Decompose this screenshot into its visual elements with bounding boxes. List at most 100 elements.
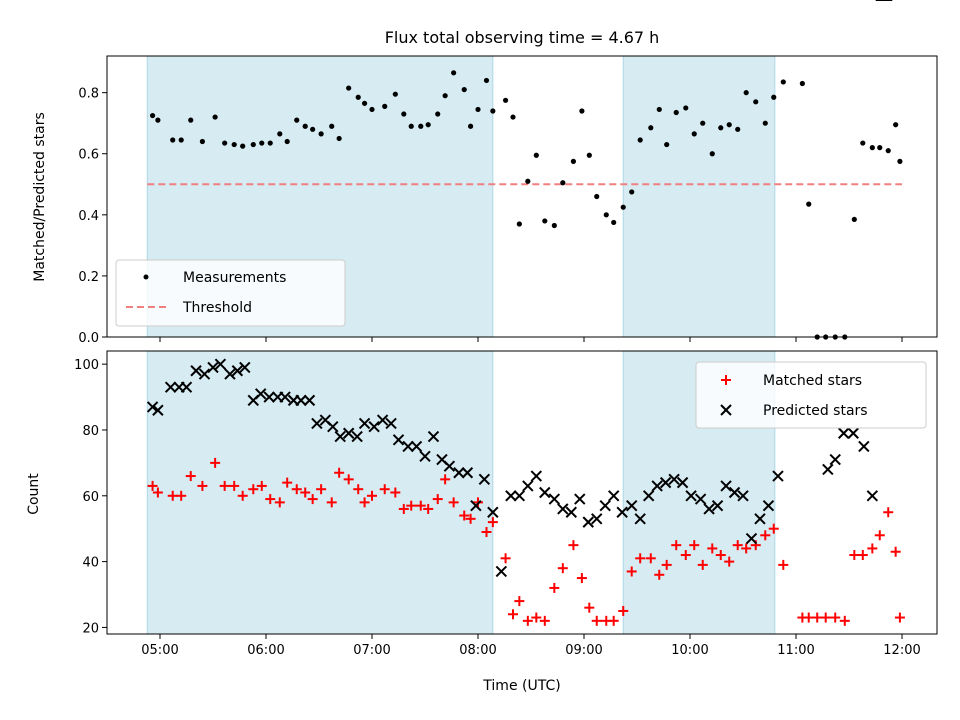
measurement-point [484, 78, 489, 83]
measurement-point [213, 114, 218, 119]
top-y-tick-label: 0.2 [78, 270, 99, 285]
measurement-point [727, 122, 732, 127]
measurement-point [657, 107, 662, 112]
x-tick-label: 12:00 [883, 643, 920, 658]
matched-star-point [568, 540, 578, 550]
measurement-point [426, 122, 431, 127]
predicted-star-point [823, 464, 833, 474]
measurement-point [303, 124, 308, 129]
measurement-point [604, 212, 609, 217]
predicted-star-point [540, 488, 550, 498]
measurement-point [451, 70, 456, 75]
bottom-y-tick-label: 20 [82, 621, 99, 636]
matched-star-point [875, 530, 885, 540]
x-tick-label: 10:00 [671, 643, 708, 658]
x-tick-label: 11:00 [777, 643, 814, 658]
predicted-star-point [867, 491, 877, 501]
measurement-point [718, 125, 723, 130]
matched-star-point [501, 553, 511, 563]
measurement-point [268, 140, 273, 145]
measurement-point [806, 202, 811, 207]
measurement-point [800, 81, 805, 86]
measurement-point [753, 99, 758, 104]
predicted-star-point [496, 566, 506, 576]
top-y-tick-label: 0.0 [78, 331, 99, 346]
matched-star-point [840, 616, 850, 626]
flux-chart: Flux total observing time = 4.67 h 0.00.… [0, 0, 960, 720]
predicted-star-point [609, 491, 619, 501]
top-y-tick-label: 0.8 [78, 87, 99, 102]
measurement-point [155, 118, 160, 123]
measurement-point [534, 153, 539, 158]
predicted-star-point [859, 441, 869, 451]
measurement-point [401, 111, 406, 116]
matched-star-point [558, 563, 568, 573]
predicted-star-point [549, 494, 559, 504]
measurement-point [222, 140, 227, 145]
measurement-point [870, 145, 875, 150]
measurement-point [510, 114, 515, 119]
measurement-point [735, 127, 740, 132]
matched-star-point [508, 609, 518, 619]
top-y-axis-label: Matched/Predicted stars [32, 112, 48, 282]
legend-label-threshold: Threshold [182, 300, 252, 316]
bottom-y-tick-label: 80 [82, 424, 99, 439]
matched-star-point [867, 543, 877, 553]
matched-star-point [858, 550, 868, 560]
measurement-point [251, 142, 256, 147]
measurement-point [587, 153, 592, 158]
measurement-point [277, 131, 282, 136]
measurement-point [179, 137, 184, 142]
measurement-point [356, 95, 361, 100]
measurement-point [525, 179, 530, 184]
measurement-point [763, 121, 768, 126]
predicted-star-point [523, 481, 533, 491]
predicted-star-point [514, 491, 524, 501]
measurement-point [170, 137, 175, 142]
bottom-y-axis-label: Count [26, 473, 42, 515]
legend-label-measurements: Measurements [183, 270, 286, 286]
bottom-y-tick-label: 40 [82, 556, 99, 571]
measurement-point [621, 205, 626, 210]
matched-star-point [830, 613, 840, 623]
x-tick-label: 05:00 [141, 643, 178, 658]
measurement-point [683, 105, 688, 110]
top-y-tick-label: 0.6 [78, 148, 99, 163]
measurement-point [462, 87, 467, 92]
top-y-tick-label: 0.4 [78, 209, 99, 224]
predicted-star-point [592, 514, 602, 524]
legend-marker-measurements [144, 275, 149, 280]
x-tick-label: 09:00 [565, 643, 602, 658]
measurement-point [329, 124, 334, 129]
matched-star-point [883, 507, 893, 517]
measurement-point [710, 151, 715, 156]
measurement-point [781, 79, 786, 84]
matched-star-point [584, 603, 594, 613]
measurement-point [552, 223, 557, 228]
matched-star-point [895, 613, 905, 623]
measurement-point [259, 140, 264, 145]
predicted-star-point [848, 428, 858, 438]
measurement-point [852, 217, 857, 222]
measurement-point [517, 221, 522, 226]
measurement-point [294, 118, 299, 123]
measurement-point [393, 92, 398, 97]
measurement-point [435, 111, 440, 116]
matched-star-point [609, 616, 619, 626]
predicted-star-point [531, 471, 541, 481]
predicted-star-point [600, 501, 610, 511]
measurement-point [240, 144, 245, 149]
measurement-point [560, 180, 565, 185]
measurement-point [877, 145, 882, 150]
matched-star-point [549, 583, 559, 593]
predicted-star-point [575, 494, 585, 504]
matched-star-point [577, 573, 587, 583]
measurement-point [232, 142, 237, 147]
predicted-star-point [839, 428, 849, 438]
measurement-point [310, 127, 315, 132]
predicted-star-point [506, 491, 516, 501]
measurement-point [579, 108, 584, 113]
x-axis-label: Time (UTC) [482, 678, 560, 694]
top-panel: 0.0 0.2 0.4 0.6 0.8 Measurements Threshold [78, 56, 937, 346]
predicted-star-point [558, 504, 568, 514]
